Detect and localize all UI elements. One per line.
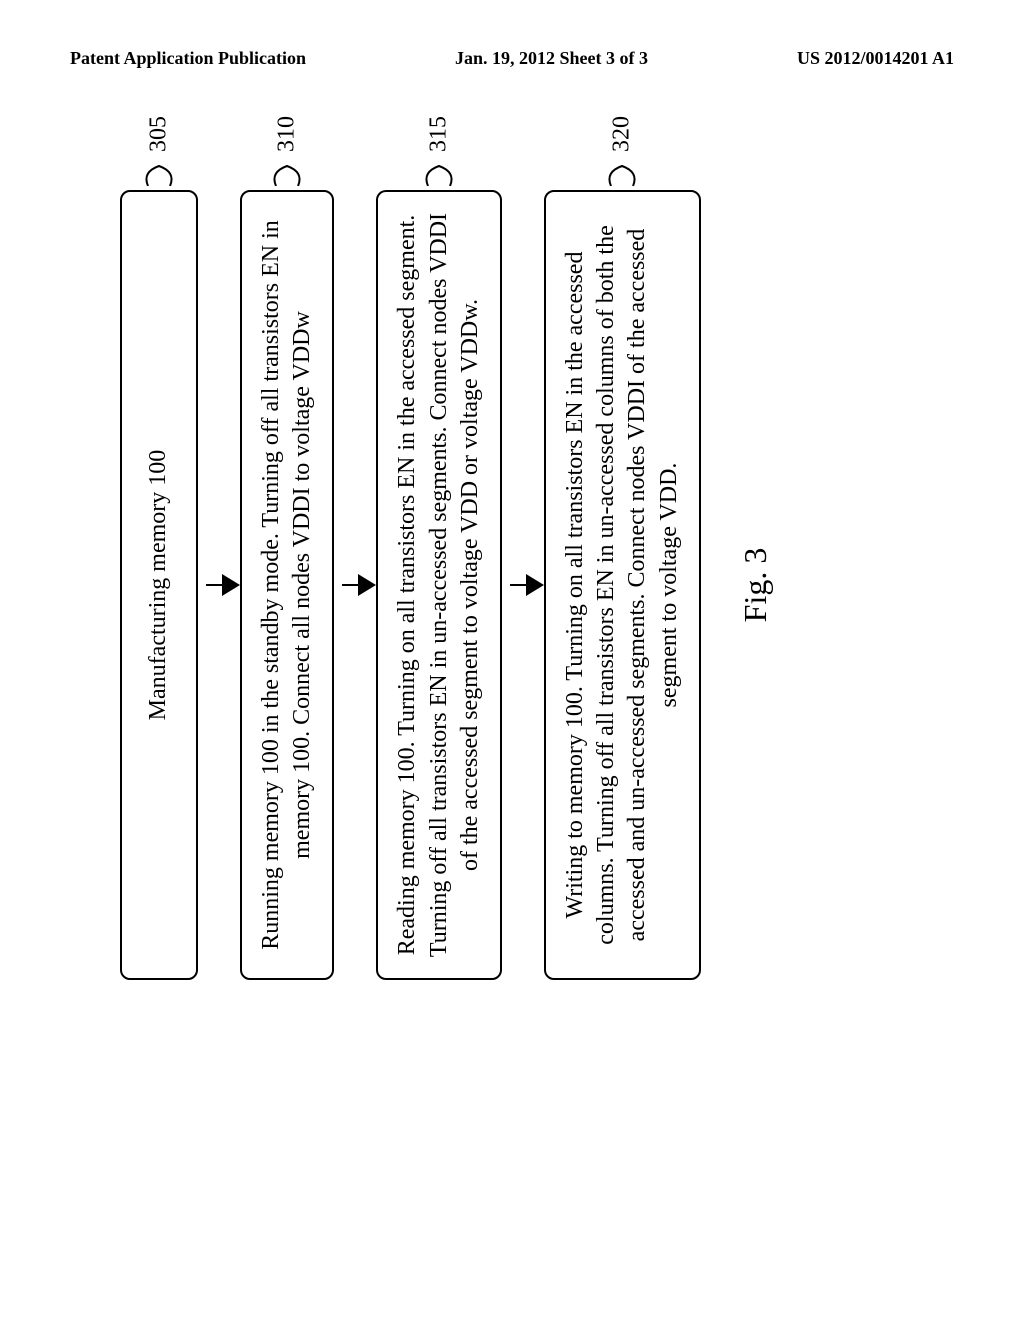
flowchart-box-305: Manufacturing memory 100 305 bbox=[120, 190, 198, 980]
box-text: Writing to memory 100. Turning on all tr… bbox=[560, 210, 685, 960]
flowchart-box-315: Reading memory 100. Turning on all trans… bbox=[376, 190, 502, 980]
page-header: Patent Application Publication Jan. 19, … bbox=[0, 48, 1024, 69]
header-center: Jan. 19, 2012 Sheet 3 of 3 bbox=[455, 48, 648, 69]
arrow-head-icon bbox=[358, 574, 376, 596]
figure-label: Fig. 3 bbox=[737, 190, 774, 980]
ref-curve bbox=[266, 160, 308, 186]
ref-curve bbox=[601, 160, 643, 186]
ref-label: 315 bbox=[424, 116, 455, 152]
ref-curve bbox=[418, 160, 460, 186]
ref-label: 320 bbox=[607, 116, 638, 152]
flowchart-box-310: Running memory 100 in the standby mode. … bbox=[240, 190, 334, 980]
ref-label: 305 bbox=[143, 116, 174, 152]
box-text: Manufacturing memory 100 bbox=[143, 450, 174, 721]
header-right: US 2012/0014201 A1 bbox=[797, 48, 954, 69]
flowchart-arrow bbox=[198, 190, 240, 980]
ref-curve bbox=[138, 160, 180, 186]
flowchart-arrow bbox=[502, 190, 544, 980]
flowchart: Manufacturing memory 100 305 Running mem… bbox=[120, 190, 774, 980]
flowchart-box-320: Writing to memory 100. Turning on all tr… bbox=[544, 190, 701, 980]
arrow-head-icon bbox=[526, 574, 544, 596]
box-text: Reading memory 100. Turning on all trans… bbox=[392, 210, 486, 960]
flowchart-arrow bbox=[334, 190, 376, 980]
ref-label: 310 bbox=[272, 116, 303, 152]
box-text: Running memory 100 in the standby mode. … bbox=[256, 210, 318, 960]
header-left: Patent Application Publication bbox=[70, 48, 306, 69]
arrow-head-icon bbox=[222, 574, 240, 596]
